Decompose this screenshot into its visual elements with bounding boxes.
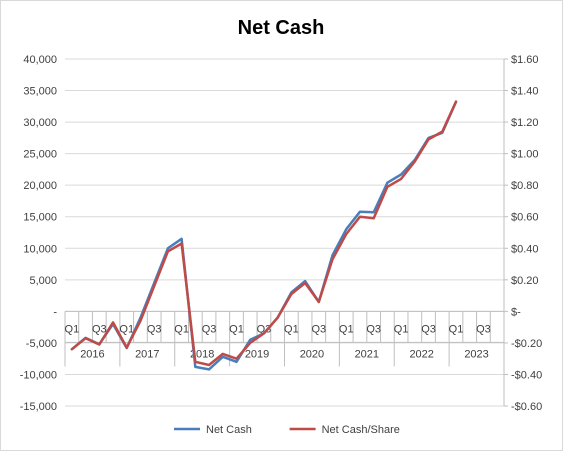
left-tick-label: 10,000 (23, 243, 57, 255)
quarter-label: Q3 (366, 323, 381, 335)
left-tick-label: -5,000 (26, 338, 57, 350)
year-label: 2020 (300, 348, 324, 360)
year-label: 2016 (80, 348, 104, 360)
year-label: 2021 (355, 348, 379, 360)
year-label: 2018 (190, 348, 214, 360)
right-tick-label: $0.80 (511, 180, 539, 192)
right-tick-label: -$0.40 (511, 369, 542, 381)
right-tick-label: $0.40 (511, 243, 539, 255)
quarter-label: Q1 (339, 323, 354, 335)
category-axis: Q1 Q3 Q1 Q3 Q1 Q3 Q1 Q3 Q1 Q3 Q1 Q3 Q1 Q3 Q1 Q3 2016 2017… (64, 310, 505, 367)
year-label: 2019 (245, 348, 269, 360)
quarter-label: Q1 (229, 323, 244, 335)
quarter-label: Q3 (92, 323, 107, 335)
quarter-label: Q3 (202, 323, 217, 335)
right-axis: $1.60 $1.40 $1.20 $1.00 $0.80 $0.60 $0.40 $0.20… (503, 54, 542, 413)
year-label: 2017 (135, 348, 159, 360)
right-tick-label: $0.60 (511, 212, 539, 224)
legend: Net Cash Net Cash/Share (174, 424, 400, 436)
left-tick-label: 20,000 (23, 180, 57, 192)
left-tick-label: 40,000 (23, 54, 57, 66)
quarter-label: Q3 (311, 323, 326, 335)
chart-title: Net Cash (238, 17, 325, 39)
right-tick-label: $1.00 (511, 149, 539, 161)
left-tick-label: 35,000 (23, 86, 57, 98)
left-tick-label: -15,000 (20, 401, 57, 413)
quarter-label: Q1 (449, 323, 464, 335)
quarter-label: Q3 (476, 323, 491, 335)
quarter-label: Q3 (257, 323, 272, 335)
year-label: 2022 (409, 348, 433, 360)
quarter-label: Q3 (147, 323, 162, 335)
left-tick-label: 25,000 (23, 149, 57, 161)
series-lines (70, 100, 458, 371)
legend-label: Net Cash/Share (322, 424, 400, 436)
right-tick-label: $1.40 (511, 86, 539, 98)
right-tick-label: $1.60 (511, 54, 539, 66)
right-tick-label: $- (511, 306, 521, 318)
right-tick-label: $0.20 (511, 275, 539, 287)
left-tick-label: -10,000 (20, 369, 57, 381)
left-tick-label: 30,000 (23, 117, 57, 129)
left-tick-label: - (53, 306, 57, 318)
right-tick-label: $1.20 (511, 117, 539, 129)
left-tick-label: 5,000 (29, 275, 57, 287)
quarter-label: Q1 (394, 323, 409, 335)
quarter-label: Q1 (65, 323, 80, 335)
right-tick-label: -$0.20 (511, 338, 542, 350)
right-tick-label: -$0.60 (511, 401, 542, 413)
year-label: 2023 (464, 348, 488, 360)
legend-label: Net Cash (206, 424, 252, 436)
left-tick-label: 15,000 (23, 212, 57, 224)
quarter-label: Q1 (284, 323, 299, 335)
quarter-label: Q3 (421, 323, 436, 335)
series-line (70, 100, 458, 367)
left-axis: 40,000 35,000 30,000 25,000 20,000 15,000 10,0… (20, 54, 58, 413)
quarter-label: Q1 (119, 323, 134, 335)
quarter-label: Q1 (174, 323, 189, 335)
